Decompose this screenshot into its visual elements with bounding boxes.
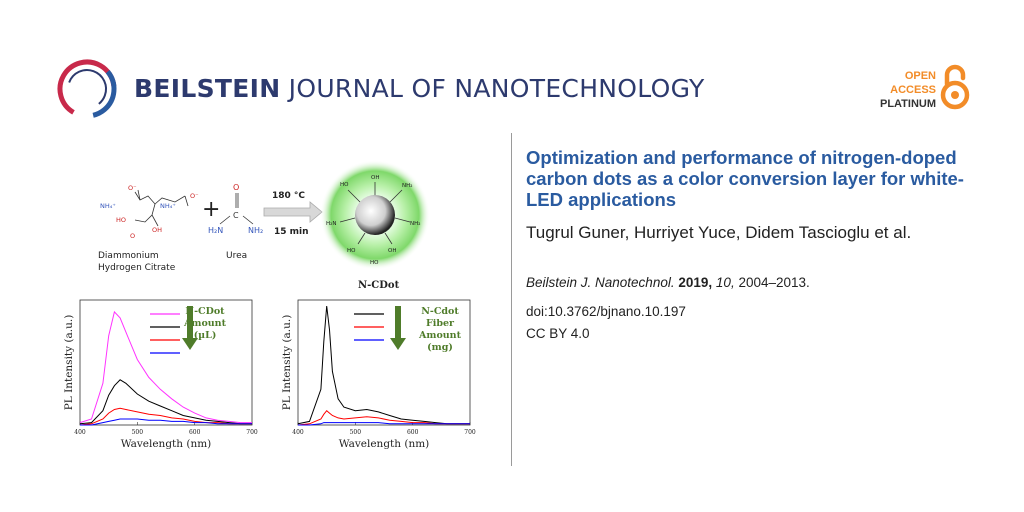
chart-annotation: Amount bbox=[418, 330, 462, 341]
o-minus-label-1: O⁻ bbox=[128, 184, 137, 192]
citation-pages: 2004–2013. bbox=[738, 275, 810, 290]
cdot-ho-bottom: HO bbox=[347, 248, 356, 254]
urea-nh2: NH₂ bbox=[248, 226, 263, 235]
chart-frame bbox=[79, 299, 253, 426]
oh-label-citrate: OH bbox=[152, 226, 162, 234]
ho-label-citrate: HO bbox=[116, 216, 126, 224]
y-axis-label: PL Intensity (a.u.) bbox=[63, 315, 75, 411]
x-tick-label: 600 bbox=[407, 429, 419, 436]
cdot-ho-left: HO bbox=[340, 182, 349, 188]
y-axis-label: PL Intensity (a.u.) bbox=[281, 315, 293, 411]
cdot-ho-lower: HO bbox=[370, 260, 379, 266]
x-tick-label: 700 bbox=[246, 429, 258, 436]
cdot-nh2-right: NH₂ bbox=[410, 221, 420, 227]
journal-name-bold: BEILSTEIN bbox=[134, 74, 281, 103]
o-label-citrate: O bbox=[130, 232, 135, 240]
journal-name-rest: JOURNAL OF NANOTECHNOLOGY bbox=[280, 74, 705, 103]
graphical-abstract: NH₄⁺ NH₄⁺ O⁻ O⁻ HO OH O Diammonium Hydro… bbox=[63, 160, 476, 450]
article-title[interactable]: Optimization and performance of nitrogen… bbox=[526, 147, 964, 210]
reactant1-line2: Hydrogen Citrate bbox=[98, 263, 176, 273]
product-label: N-CDot bbox=[358, 280, 400, 291]
article-authors: Tugrul Guner, Hurriyet Yuce, Didem Tasci… bbox=[526, 223, 912, 242]
reaction-temperature: 180 °C bbox=[272, 191, 305, 201]
open-lock-icon bbox=[940, 64, 970, 110]
license-label: CC BY 4.0 bbox=[526, 326, 590, 341]
x-tick-label: 700 bbox=[464, 429, 476, 436]
cdot-h2n-left: H₂N bbox=[326, 221, 336, 227]
chart-frame bbox=[297, 299, 471, 426]
decrease-arrow-shaft bbox=[187, 306, 193, 338]
carbon-dot-illustration: OH HO NH₂ H₂N NH₂ HO OH HO bbox=[320, 160, 430, 270]
open-access-badge: OPEN ACCESS PLATINUM bbox=[880, 69, 936, 111]
series-line bbox=[79, 379, 252, 425]
urea-o: O bbox=[233, 183, 239, 192]
citation-volume: 10, bbox=[715, 275, 735, 290]
chart-annotation: (mg) bbox=[427, 342, 453, 353]
series-line bbox=[298, 422, 470, 426]
citation: Beilstein J. Nanotechnol. 2019, 10, 2004… bbox=[526, 275, 810, 290]
oa-line2: ACCESS bbox=[890, 84, 936, 96]
citrate-structure: NH₄⁺ NH₄⁺ O⁻ O⁻ HO OH O bbox=[100, 184, 199, 240]
oa-line3: PLATINUM bbox=[879, 98, 936, 110]
series-line bbox=[79, 407, 252, 426]
cdot-oh-bottom: OH bbox=[388, 248, 396, 254]
nh4-label-1: NH₄⁺ bbox=[100, 202, 116, 210]
x-tick-label: 600 bbox=[189, 429, 201, 436]
reaction-arrow: 180 °C 15 min bbox=[263, 191, 323, 237]
reactant2-label: Urea bbox=[226, 251, 247, 261]
x-tick-label: 500 bbox=[132, 429, 144, 436]
series-line bbox=[297, 305, 470, 425]
pl-spectrum-chart-2: 400 500 600 700 Wavelength (nm) PL Intensity … bbox=[281, 299, 476, 450]
doi-link[interactable]: doi:10.3762/bjnano.10.197 bbox=[526, 304, 686, 319]
urea-h2n: H₂N bbox=[208, 226, 223, 235]
oa-line1: OPEN bbox=[904, 70, 936, 82]
series-line bbox=[80, 418, 252, 426]
x-tick-label: 400 bbox=[292, 429, 304, 436]
journal-name: BEILSTEIN JOURNAL OF NANOTECHNOLOGY bbox=[134, 74, 705, 103]
x-axis-label: Wavelength (nm) bbox=[121, 438, 212, 450]
reactant1-line1: Diammonium bbox=[98, 251, 159, 261]
citation-year: 2019, bbox=[678, 275, 713, 290]
plus-sign: + bbox=[202, 197, 220, 222]
chart-annotation: N-Cdot bbox=[421, 306, 459, 317]
chart-annotation: Fiber bbox=[426, 318, 455, 329]
urea-c: C bbox=[233, 211, 239, 220]
x-tick-label: 400 bbox=[74, 429, 86, 436]
chart-annotation: N-CDot bbox=[185, 306, 225, 317]
x-tick-label: 500 bbox=[350, 429, 362, 436]
beilstein-logo-icon bbox=[57, 59, 117, 119]
pl-spectrum-chart-1: 400 500 600 700 Wavelength (nm) PL Intensity … bbox=[63, 299, 258, 450]
vertical-divider bbox=[511, 133, 512, 466]
cdot-nh2-right-top: NH₂ bbox=[402, 183, 412, 189]
urea-structure: O C H₂N NH₂ bbox=[208, 183, 263, 235]
chart-annotation: Amount bbox=[183, 318, 227, 329]
decrease-arrow-shaft bbox=[395, 306, 401, 338]
reaction-time: 15 min bbox=[274, 227, 309, 237]
chart-annotation: (µL) bbox=[194, 330, 217, 341]
cdot-oh-top: OH bbox=[371, 175, 379, 181]
journal-abbrev: Beilstein J. Nanotechnol. bbox=[526, 275, 675, 290]
series-line bbox=[79, 310, 252, 424]
decrease-arrow-head bbox=[390, 338, 406, 350]
o-minus-label-2: O⁻ bbox=[190, 192, 199, 200]
decrease-arrow-head bbox=[182, 338, 198, 350]
nh4-label-2: NH₄⁺ bbox=[160, 202, 176, 210]
x-axis-label: Wavelength (nm) bbox=[339, 438, 430, 450]
